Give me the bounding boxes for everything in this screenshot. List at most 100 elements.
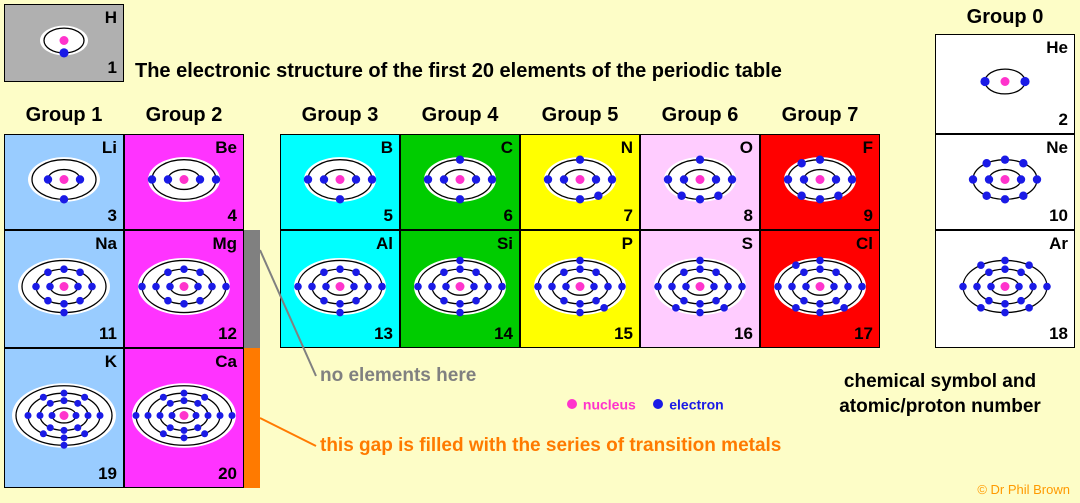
atom-diagram — [9, 250, 119, 329]
element-symbol: N — [621, 138, 633, 158]
gap-bar-gray — [244, 230, 260, 348]
credit: © Dr Phil Brown — [977, 482, 1070, 497]
atom-diagram — [525, 250, 635, 329]
atomic-number: 10 — [1049, 206, 1068, 226]
atom-diagram — [416, 150, 504, 215]
group-label-5: Group 5 — [520, 104, 640, 127]
element-symbol: Be — [215, 138, 237, 158]
atomic-number: 11 — [99, 324, 117, 344]
atomic-number: 16 — [734, 324, 753, 344]
element-cell-Si: Si 14 — [400, 230, 520, 348]
atomic-number: 8 — [744, 206, 753, 226]
atom-diagram — [8, 378, 120, 458]
element-cell-N: N7 — [520, 134, 640, 230]
element-cell-Ar: Ar 18 — [935, 230, 1075, 348]
element-symbol: Mg — [212, 234, 237, 254]
atomic-number: 6 — [504, 206, 513, 226]
element-cell-O: O8 — [640, 134, 760, 230]
element-cell-B: B5 — [280, 134, 400, 230]
atom-diagram — [31, 17, 97, 68]
element-symbol: F — [863, 138, 873, 158]
element-cell-Ca: Ca 20 — [124, 348, 244, 488]
main-title: The electronic structure of the first 20… — [135, 60, 782, 83]
note-transition-metals: this gap is filled with the series of tr… — [320, 435, 781, 457]
group-label-0: Group 0 — [935, 6, 1075, 29]
element-symbol: B — [381, 138, 393, 158]
group-label-1: Group 1 — [4, 104, 124, 127]
atomic-number: 14 — [494, 324, 513, 344]
atomic-number: 17 — [854, 324, 873, 344]
atomic-number: 1 — [108, 58, 117, 78]
element-symbol: K — [105, 352, 117, 372]
atom-diagram — [645, 250, 755, 329]
element-cell-Mg: Mg 12 — [124, 230, 244, 348]
right-label-line1: chemical symbol and — [844, 371, 1036, 392]
atomic-number: 7 — [624, 206, 633, 226]
gap-bar-orange — [244, 348, 260, 488]
atom-diagram — [972, 58, 1038, 109]
diagram-canvas: The electronic structure of the first 20… — [0, 0, 1080, 503]
element-symbol: Cl — [856, 234, 873, 254]
atomic-number: 18 — [1049, 324, 1068, 344]
element-symbol: Ca — [215, 352, 237, 372]
atomic-number: 5 — [384, 206, 393, 226]
atom-diagram — [961, 150, 1049, 215]
atom-diagram — [950, 250, 1060, 329]
element-symbol: O — [740, 138, 753, 158]
group-label-3: Group 3 — [280, 104, 400, 127]
atomic-number: 13 — [374, 324, 393, 344]
element-symbol: Na — [95, 234, 117, 254]
element-cell-H: H1 — [4, 4, 124, 82]
atom-diagram — [296, 150, 384, 215]
atomic-number: 2 — [1059, 110, 1068, 130]
atom-diagram — [405, 250, 515, 329]
element-symbol: Ne — [1046, 138, 1068, 158]
legend-nucleus-label: nucleus — [583, 396, 636, 412]
note-no-elements: no elements here — [320, 365, 476, 387]
atom-diagram — [765, 250, 875, 329]
element-symbol: S — [742, 234, 753, 254]
atom-diagram — [285, 250, 395, 329]
atom-diagram — [129, 250, 239, 329]
atom-diagram — [776, 150, 864, 215]
atomic-number: 4 — [228, 206, 237, 226]
element-cell-Na: Na 11 — [4, 230, 124, 348]
element-cell-P: P 15 — [520, 230, 640, 348]
legend-electron-label: electron — [669, 396, 723, 412]
element-symbol: C — [501, 138, 513, 158]
element-symbol: Li — [102, 138, 117, 158]
element-symbol: H — [105, 8, 117, 28]
group-label-2: Group 2 — [124, 104, 244, 127]
atom-diagram — [20, 150, 108, 215]
group-label-6: Group 6 — [640, 104, 760, 127]
element-cell-S: S 16 — [640, 230, 760, 348]
element-cell-K: K 19 — [4, 348, 124, 488]
element-symbol: P — [622, 234, 633, 254]
element-cell-F: F9 — [760, 134, 880, 230]
element-cell-Be: Be 4 — [124, 134, 244, 230]
element-cell-Cl: Cl 17 — [760, 230, 880, 348]
group-label-7: Group 7 — [760, 104, 880, 127]
atom-diagram — [656, 150, 744, 215]
element-cell-Al: Al 13 — [280, 230, 400, 348]
right-label-line2: atomic/proton number — [839, 396, 1041, 417]
legend: nucleus electron — [565, 395, 724, 412]
right-label: chemical symbol and atomic/proton number — [810, 370, 1070, 419]
element-cell-C: C6 — [400, 134, 520, 230]
atom-diagram — [536, 150, 624, 215]
atomic-number: 3 — [108, 206, 117, 226]
group-label-4: Group 4 — [400, 104, 520, 127]
element-cell-Li: Li 3 — [4, 134, 124, 230]
element-symbol: Ar — [1049, 234, 1068, 254]
element-cell-He: He 2 — [935, 34, 1075, 134]
atom-diagram — [128, 378, 240, 458]
element-cell-Ne: Ne 10 — [935, 134, 1075, 230]
element-symbol: He — [1046, 38, 1068, 58]
atomic-number: 15 — [614, 324, 633, 344]
element-symbol: Si — [497, 234, 513, 254]
atomic-number: 12 — [218, 324, 237, 344]
atom-diagram — [140, 150, 228, 215]
atomic-number: 20 — [218, 464, 237, 484]
element-symbol: Al — [376, 234, 393, 254]
atomic-number: 19 — [98, 464, 117, 484]
